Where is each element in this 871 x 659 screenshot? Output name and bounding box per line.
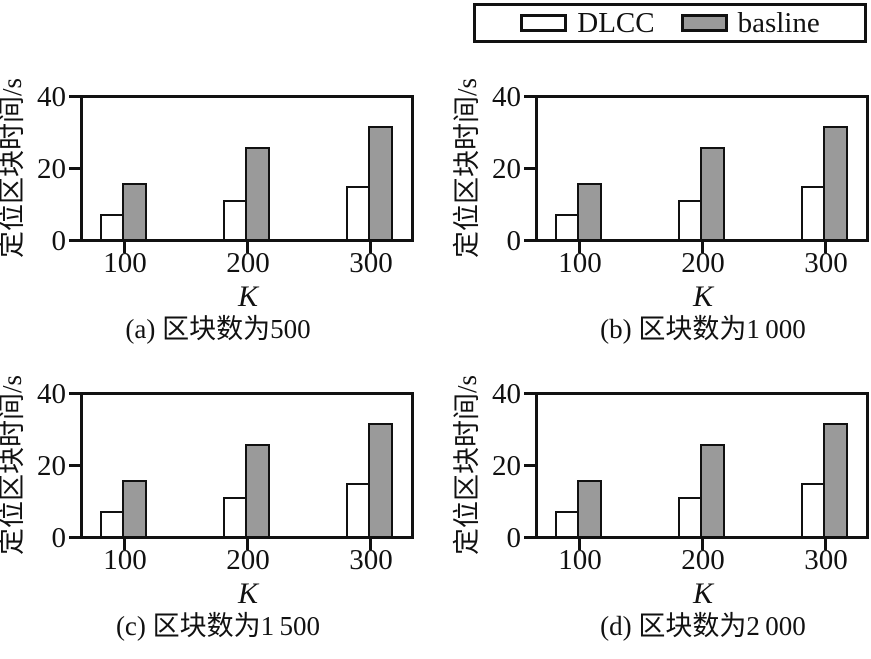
subplot-a: 定位区块时间/s 40 20 0 100 200 300 K (a) 区块数为5… bbox=[0, 50, 416, 362]
x-tick-mark bbox=[824, 242, 828, 253]
legend-swatch-dlcc-icon bbox=[520, 14, 568, 32]
subplot-caption: (c) 区块数为1 500 bbox=[115, 611, 321, 641]
legend: DLCC basline bbox=[473, 3, 867, 43]
x-tick-label: 200 bbox=[681, 247, 725, 279]
bar-dlcc-200 bbox=[677, 200, 703, 239]
y-tick-mark bbox=[69, 536, 80, 539]
y-tick-mark bbox=[524, 392, 535, 395]
bar-baseline-200 bbox=[700, 147, 726, 239]
y-tick-mark bbox=[524, 167, 535, 170]
x-tick-mark bbox=[824, 539, 828, 550]
x-axis-label: K bbox=[237, 577, 258, 610]
x-tick-label: 300 bbox=[804, 247, 848, 279]
legend-label-baseline: basline bbox=[737, 7, 820, 39]
x-tick-mark bbox=[701, 539, 705, 550]
x-tick-label: 300 bbox=[349, 544, 393, 576]
plot-area bbox=[535, 95, 869, 242]
bar-baseline-100 bbox=[577, 182, 603, 239]
plot-area bbox=[535, 392, 869, 539]
bar-baseline-100 bbox=[122, 182, 148, 239]
bar-dlcc-100 bbox=[99, 511, 125, 536]
x-tick-label: 200 bbox=[226, 544, 270, 576]
bar-dlcc-200 bbox=[677, 497, 703, 536]
y-tick-mark bbox=[524, 239, 535, 242]
subplot-caption: (b) 区块数为1 000 bbox=[600, 314, 806, 344]
x-tick-mark bbox=[701, 242, 705, 253]
x-tick-label: 200 bbox=[226, 247, 270, 279]
bar-baseline-300 bbox=[368, 423, 394, 536]
y-tick-mark bbox=[524, 95, 535, 98]
y-tick-mark bbox=[69, 167, 80, 170]
bar-baseline-300 bbox=[823, 126, 849, 239]
x-tick-mark bbox=[123, 539, 127, 550]
bar-dlcc-200 bbox=[222, 497, 248, 536]
y-tick-label: 0 bbox=[51, 522, 67, 554]
y-tick-label: 0 bbox=[506, 522, 522, 554]
x-axis-label: K bbox=[692, 577, 713, 610]
y-tick-label: 20 bbox=[492, 153, 521, 185]
y-tick-label: 40 bbox=[37, 378, 66, 410]
x-tick-label: 300 bbox=[804, 544, 848, 576]
legend-entry-baseline: basline bbox=[680, 7, 820, 39]
x-tick-mark bbox=[246, 539, 250, 550]
bar-dlcc-100 bbox=[99, 214, 125, 239]
y-tick-label: 40 bbox=[492, 81, 521, 113]
x-axis-label: K bbox=[237, 280, 258, 313]
x-tick-mark bbox=[369, 242, 373, 253]
bar-baseline-300 bbox=[368, 126, 394, 239]
bar-baseline-100 bbox=[577, 479, 603, 536]
x-tick-mark bbox=[578, 242, 582, 253]
subplot-caption: (d) 区块数为2 000 bbox=[600, 611, 806, 641]
x-tick-mark bbox=[369, 539, 373, 550]
subplot-b: 定位区块时间/s 40 20 0 100 200 300 K (b) 区块数为1… bbox=[452, 50, 871, 362]
y-tick-label: 40 bbox=[37, 81, 66, 113]
legend-swatch-baseline-icon bbox=[680, 14, 728, 32]
y-tick-mark bbox=[524, 536, 535, 539]
x-tick-label: 100 bbox=[103, 544, 147, 576]
plot-area bbox=[80, 392, 414, 539]
y-tick-label: 0 bbox=[506, 225, 522, 257]
legend-label-dlcc: DLCC bbox=[577, 7, 655, 39]
bar-baseline-200 bbox=[700, 444, 726, 536]
subplot-d: 定位区块时间/s 40 20 0 100 200 300 K (d) 区块数为2… bbox=[452, 347, 871, 659]
bar-dlcc-200 bbox=[222, 200, 248, 239]
x-axis-label: K bbox=[692, 280, 713, 313]
subplot-caption: (a) 区块数为500 bbox=[125, 314, 311, 344]
bar-baseline-100 bbox=[122, 479, 148, 536]
x-tick-mark bbox=[246, 242, 250, 253]
bar-dlcc-300 bbox=[800, 186, 826, 239]
x-tick-label: 100 bbox=[103, 247, 147, 279]
x-tick-label: 100 bbox=[558, 544, 602, 576]
y-tick-label: 0 bbox=[51, 225, 67, 257]
y-tick-label: 40 bbox=[492, 378, 521, 410]
y-tick-mark bbox=[69, 239, 80, 242]
y-tick-label: 20 bbox=[492, 450, 521, 482]
bar-baseline-200 bbox=[245, 147, 271, 239]
subplot-c: 定位区块时间/s 40 20 0 100 200 300 K (c) 区块数为1… bbox=[0, 347, 416, 659]
x-tick-label: 100 bbox=[558, 247, 602, 279]
bar-dlcc-300 bbox=[345, 186, 371, 239]
x-tick-label: 300 bbox=[349, 247, 393, 279]
bar-dlcc-300 bbox=[345, 483, 371, 536]
bar-dlcc-100 bbox=[554, 511, 580, 536]
y-tick-mark bbox=[524, 464, 535, 467]
y-tick-mark bbox=[69, 95, 80, 98]
y-tick-mark bbox=[69, 392, 80, 395]
bar-dlcc-300 bbox=[800, 483, 826, 536]
x-tick-mark bbox=[123, 242, 127, 253]
legend-entry-dlcc: DLCC bbox=[520, 7, 655, 39]
x-tick-mark bbox=[578, 539, 582, 550]
y-tick-mark bbox=[69, 464, 80, 467]
bar-baseline-300 bbox=[823, 423, 849, 536]
y-tick-label: 20 bbox=[37, 450, 66, 482]
bar-dlcc-100 bbox=[554, 214, 580, 239]
y-tick-label: 20 bbox=[37, 153, 66, 185]
bar-baseline-200 bbox=[245, 444, 271, 536]
x-tick-label: 200 bbox=[681, 544, 725, 576]
plot-area bbox=[80, 95, 414, 242]
